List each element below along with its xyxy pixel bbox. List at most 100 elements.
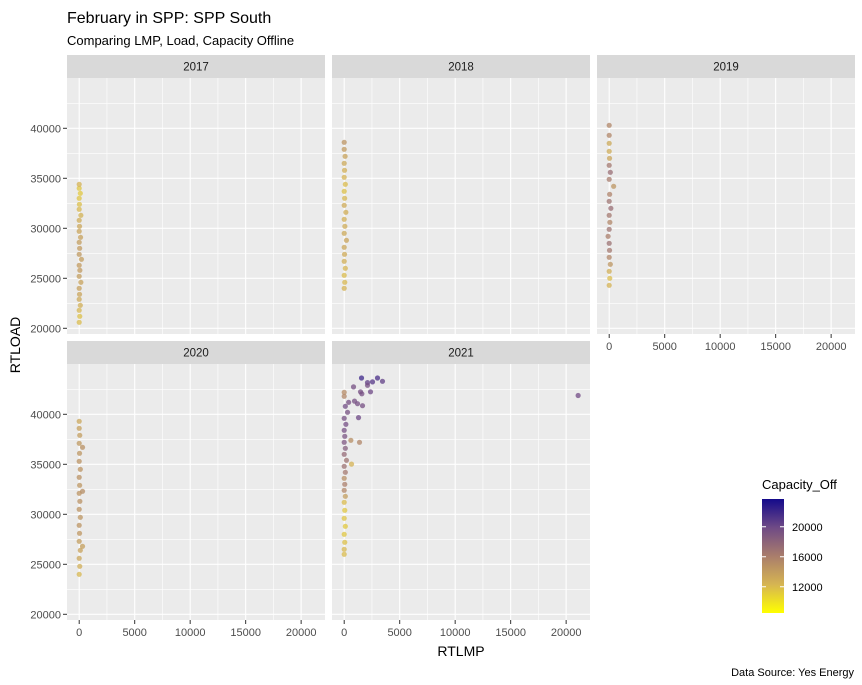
data-point xyxy=(76,319,82,325)
data-point xyxy=(342,445,348,451)
x-tick-label: 15000 xyxy=(495,627,526,639)
data-point xyxy=(351,398,358,404)
data-point xyxy=(78,256,85,262)
data-point xyxy=(76,522,82,528)
y-tick-label: 35000 xyxy=(30,459,61,471)
y-tick-label: 35000 xyxy=(30,173,61,185)
data-point xyxy=(341,463,347,469)
panel-background xyxy=(67,78,325,334)
data-point xyxy=(341,551,347,557)
data-point xyxy=(606,240,612,246)
data-point xyxy=(606,247,613,253)
data-point xyxy=(348,461,355,467)
data-point xyxy=(606,282,612,288)
data-point xyxy=(342,279,348,285)
data-point xyxy=(341,393,347,399)
data-point xyxy=(348,437,354,443)
x-tick-label: 5000 xyxy=(387,627,411,639)
data-point xyxy=(341,258,347,264)
x-tick-label: 5000 xyxy=(122,627,146,639)
y-tick-label: 40000 xyxy=(30,123,61,135)
x-tick-label: 0 xyxy=(341,627,347,639)
x-tick-label: 15000 xyxy=(760,341,791,353)
data-point xyxy=(341,139,347,145)
data-point xyxy=(606,198,612,204)
facet-strip xyxy=(67,55,325,78)
data-point xyxy=(342,539,348,545)
data-point xyxy=(575,392,581,399)
data-point xyxy=(77,190,83,196)
data-point xyxy=(76,571,82,577)
data-point xyxy=(78,279,84,285)
data-point xyxy=(355,415,362,421)
data-point xyxy=(343,457,350,463)
data-point xyxy=(606,140,612,146)
y-axis-title: RTLOAD xyxy=(7,317,23,374)
data-point xyxy=(359,403,366,409)
data-point xyxy=(341,216,347,222)
data-point xyxy=(342,265,348,271)
data-point xyxy=(342,481,348,487)
facet-panel-2020: 2020 20000 25000 30000 35000 40000 0 5000 10000 1… xyxy=(30,341,325,639)
data-point xyxy=(76,251,82,257)
data-point xyxy=(76,285,82,291)
data-point xyxy=(606,162,612,168)
data-point xyxy=(77,466,83,472)
x-tick-label: 10000 xyxy=(175,627,206,639)
data-point xyxy=(369,379,376,385)
data-point xyxy=(343,237,350,243)
facet-strip-label: 2017 xyxy=(183,62,209,74)
data-point xyxy=(77,267,83,273)
data-point xyxy=(367,389,374,395)
data-point xyxy=(607,191,613,197)
data-point xyxy=(76,239,82,245)
data-point xyxy=(78,212,84,218)
legend-ticks: 12000 16000 20000 xyxy=(762,522,823,594)
panel-background xyxy=(332,364,590,620)
y-tick-label: 25000 xyxy=(30,559,61,571)
data-point xyxy=(342,469,348,475)
data-point xyxy=(342,195,348,201)
panel-background xyxy=(597,78,855,334)
data-point xyxy=(76,201,83,207)
data-point xyxy=(341,475,347,481)
legend-tick-label: 16000 xyxy=(792,552,823,564)
facet-panel-2019: 2019 0 5000 10000 15000 20000 xyxy=(597,55,855,353)
data-point xyxy=(341,167,348,173)
data-point xyxy=(77,234,84,240)
x-tick-label: 20000 xyxy=(286,627,317,639)
data-point xyxy=(76,223,83,229)
data-point xyxy=(343,209,349,215)
data-point xyxy=(76,458,82,464)
data-point xyxy=(76,206,82,212)
data-point xyxy=(606,226,612,232)
data-point xyxy=(606,155,613,161)
x-tick-label: 15000 xyxy=(230,627,261,639)
data-point xyxy=(341,244,347,250)
data-point xyxy=(76,296,82,302)
x-tick-label: 20000 xyxy=(816,341,847,353)
y-tick-label: 20000 xyxy=(30,323,61,335)
facet-panel-2017: 2017 20000 25000 30000 35000 40000 xyxy=(30,55,325,335)
y-tick-label: 30000 xyxy=(30,223,61,235)
data-point xyxy=(77,302,83,308)
facet-strip-label: 2019 xyxy=(713,62,739,74)
data-point xyxy=(76,307,82,313)
data-point xyxy=(76,291,83,297)
legend-title: Capacity_Off xyxy=(762,477,837,492)
facet-panel-2021: 2021 0 5000 10000 15000 20000 xyxy=(332,341,590,639)
data-point xyxy=(76,195,82,201)
facet-panels: 2017 20000 25000 30000 35000 40000 2018 2019 0 50… xyxy=(30,55,855,639)
chart-title: February in SPP: SPP South xyxy=(67,10,271,27)
data-point xyxy=(76,474,82,480)
data-point xyxy=(341,230,347,236)
data-point xyxy=(341,272,347,278)
data-point xyxy=(342,223,348,229)
data-point xyxy=(76,506,82,512)
data-point xyxy=(76,217,82,223)
data-point xyxy=(77,498,83,504)
data-point xyxy=(346,399,352,405)
x-axis-title: RTLMP xyxy=(437,643,484,659)
data-point xyxy=(342,181,348,187)
